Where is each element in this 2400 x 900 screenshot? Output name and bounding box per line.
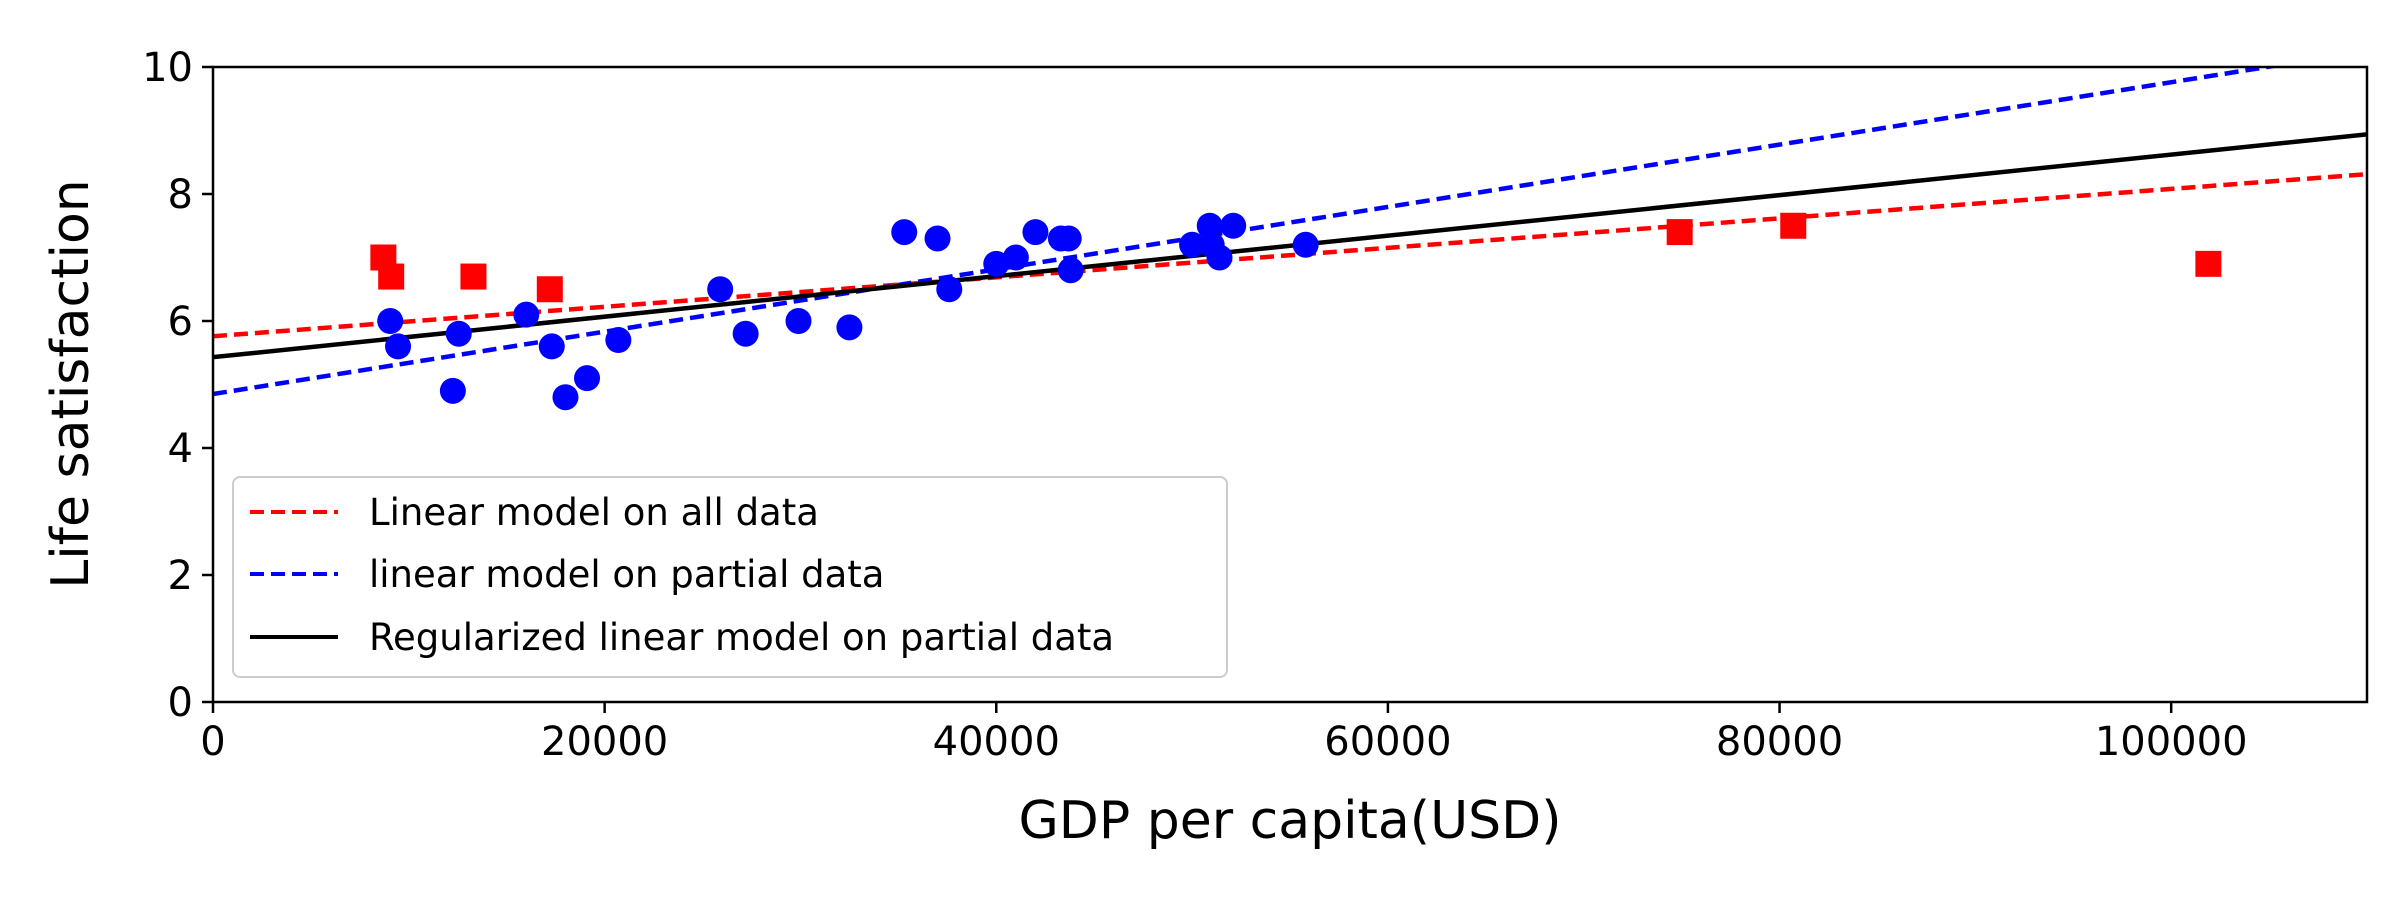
y-axis-ticks: 0 2 4 6 8 10 <box>142 45 213 726</box>
legend-box <box>232 476 1228 678</box>
data-point-circle <box>538 333 565 360</box>
x-tick-label: 80000 <box>1716 719 1843 765</box>
data-point-circle <box>439 377 466 404</box>
y-tick-label: 6 <box>168 299 193 345</box>
data-point-circle <box>1055 225 1082 252</box>
data-point-circle <box>785 308 812 334</box>
data-point-circle <box>891 219 918 246</box>
data-point-circle <box>1292 231 1319 258</box>
data-point-circle <box>605 327 632 354</box>
regression-lines <box>213 67 2367 397</box>
data-point-circle <box>1022 219 1049 246</box>
data-point-circle <box>732 320 759 347</box>
data-point-circle <box>707 276 734 303</box>
x-tick-label: 20000 <box>541 719 668 765</box>
y-tick-label: 0 <box>168 680 193 726</box>
data-point-square <box>460 263 487 290</box>
data-point-circle <box>385 333 412 360</box>
data-point-square <box>2195 250 2222 277</box>
x-tick-label: 60000 <box>1324 719 1451 765</box>
y-tick-label: 8 <box>168 172 193 218</box>
y-axis-title: Life satisfaction <box>41 179 101 589</box>
data-point-circle <box>574 365 601 392</box>
data-point-circle <box>377 308 404 334</box>
data-point-square <box>1666 219 1693 246</box>
x-axis-ticks: 0 20000 40000 60000 80000 100000 <box>200 702 2248 765</box>
y-tick-label: 4 <box>168 426 193 472</box>
data-point-circle <box>1196 212 1223 239</box>
data-point-circle <box>836 314 863 341</box>
data-point-circle <box>552 384 579 411</box>
data-point-circle <box>983 250 1010 277</box>
regression-line-1 <box>213 67 2282 397</box>
regression-line-2 <box>213 132 2367 360</box>
plot-frame <box>211 65 2369 704</box>
x-tick-label: 0 <box>200 719 225 765</box>
data-point-circle <box>936 276 963 303</box>
legend-label-partial-data: linear model on partial data <box>369 553 884 596</box>
data-point-circle <box>1220 212 1247 239</box>
x-axis-title: GDP per capita(USD) <box>1019 791 1562 851</box>
legend-label-all-data: Linear model on all data <box>369 491 819 534</box>
data-point-circle <box>924 225 951 252</box>
data-point-circle <box>513 301 540 328</box>
y-tick-label: 10 <box>142 45 193 91</box>
y-tick-label: 2 <box>168 553 193 599</box>
regression-line-0 <box>213 171 2367 339</box>
data-point-circle <box>1057 257 1084 284</box>
data-point-circle <box>1179 231 1206 258</box>
data-point-circle <box>445 320 472 347</box>
x-tick-label: 100000 <box>2095 719 2248 765</box>
legend: Linear model on all data linear model on… <box>232 476 1228 678</box>
data-points <box>370 212 2222 411</box>
data-point-square <box>378 263 405 290</box>
data-point-circle <box>1002 244 1029 271</box>
legend-label-regularized: Regularized linear model on partial data <box>369 616 1114 659</box>
data-point-square <box>536 276 563 303</box>
data-point-circle <box>1206 244 1233 271</box>
x-tick-label: 40000 <box>933 719 1060 765</box>
data-point-square <box>1780 212 1807 239</box>
